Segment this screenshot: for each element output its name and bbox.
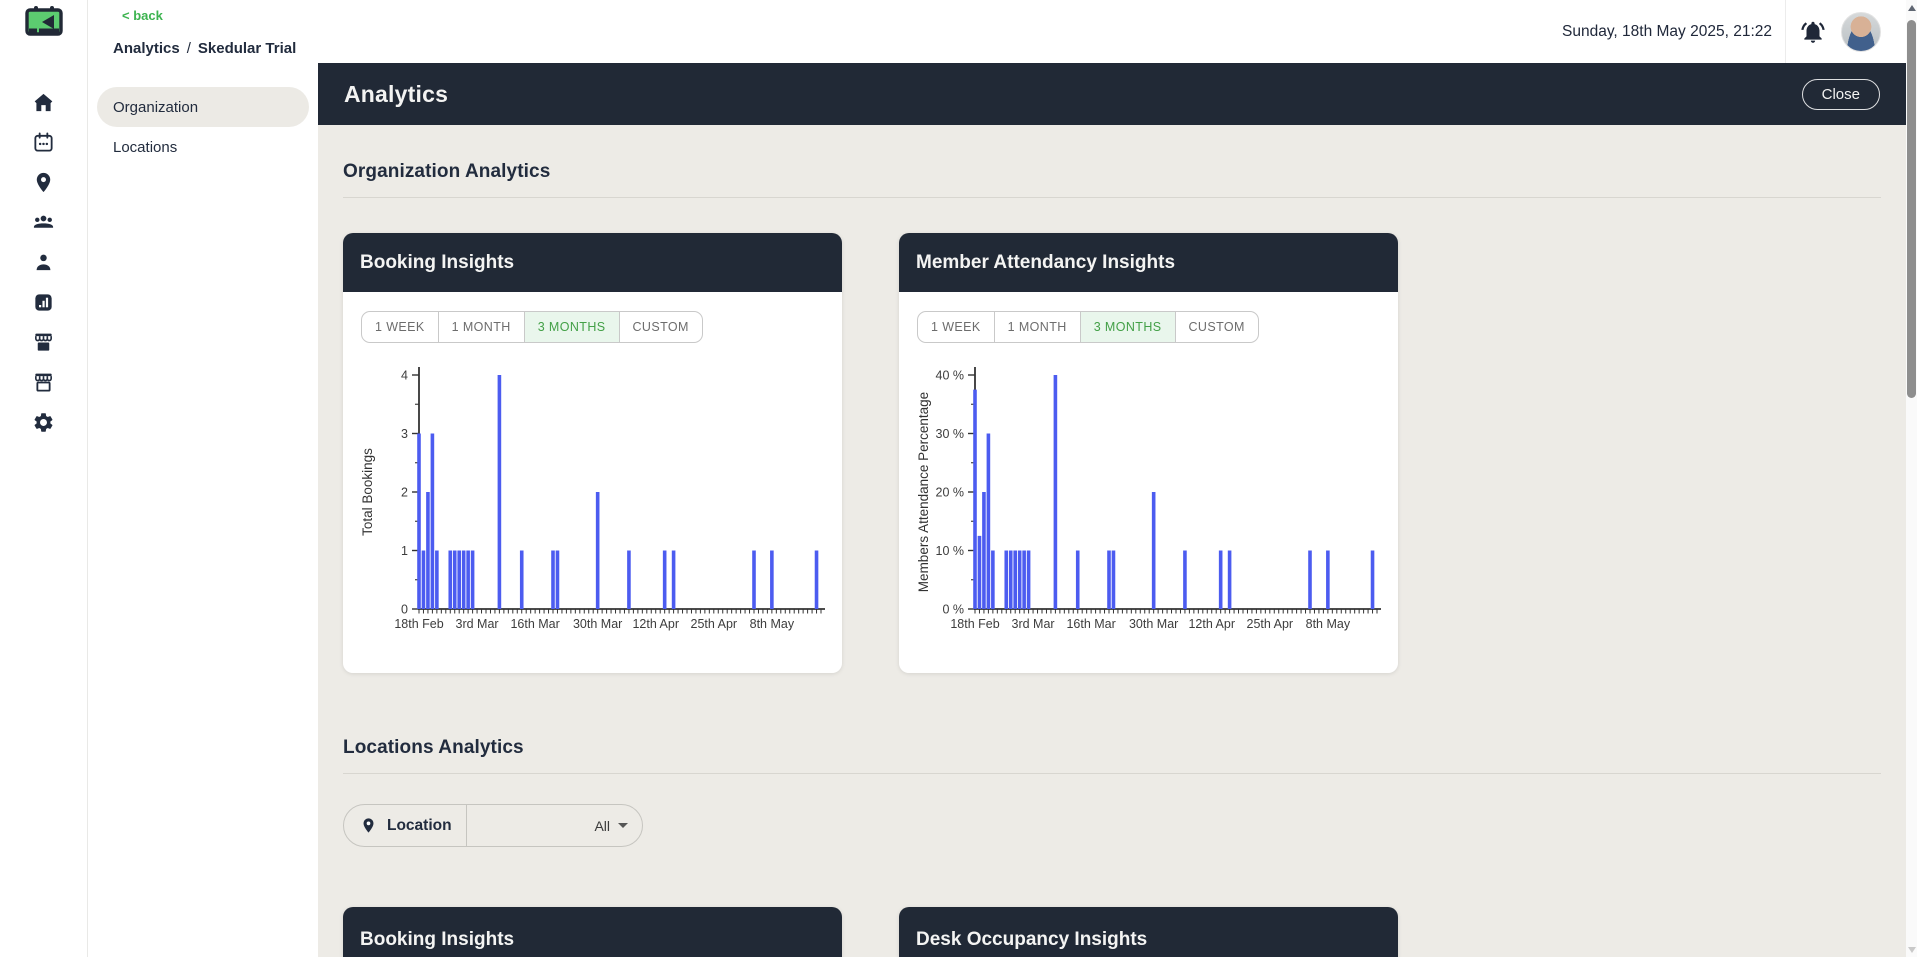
booking-insights-card: Booking Insights 1 WEEK 1 MONTH 3 MONTHS… (343, 233, 842, 673)
tab-1-week[interactable]: 1 WEEK (918, 312, 995, 342)
page-scrollbar (1906, 0, 1917, 957)
app-logo-icon[interactable] (24, 6, 63, 38)
icon-sidebar (0, 0, 88, 957)
svg-text:10 %: 10 % (936, 544, 965, 558)
desk-occupancy-insights-card: Desk Occupancy Insights (899, 907, 1398, 957)
svg-text:8th May: 8th May (1306, 617, 1351, 631)
svg-text:2: 2 (401, 485, 408, 499)
card-header: Desk Occupancy Insights (899, 907, 1398, 957)
svg-text:16th Mar: 16th Mar (510, 617, 559, 631)
storefront-icon[interactable] (24, 362, 64, 402)
breadcrumb-analytics[interactable]: Analytics (113, 40, 180, 57)
notifications-bell-icon[interactable] (1800, 19, 1826, 45)
analytics-nav: Organization Locations (97, 87, 309, 167)
settings-gear-icon[interactable] (24, 402, 64, 442)
location-booking-insights-card: Booking Insights (343, 907, 842, 957)
location-filter-value: All (594, 817, 610, 834)
tab-custom[interactable]: CUSTOM (632, 320, 689, 334)
svg-text:12th Apr: 12th Apr (1188, 617, 1235, 631)
svg-text:18th Feb: 18th Feb (394, 617, 443, 631)
location-pin-icon (360, 817, 377, 834)
panel-header: Analytics Close (318, 63, 1906, 125)
scrollbar-down-arrow-icon[interactable] (1907, 947, 1916, 953)
profile-icon[interactable] (24, 242, 64, 282)
svg-text:25th Apr: 25th Apr (1247, 617, 1294, 631)
card-header: Member Attendancy Insights (899, 233, 1398, 292)
nav-item-organization[interactable]: Organization (97, 87, 309, 127)
location-filter-dropdown[interactable]: Location All (343, 804, 643, 847)
members-icon[interactable] (24, 202, 64, 242)
range-tabbar: 1 WEEK 1 MONTH 3 MONTHS CUSTOM (361, 311, 703, 343)
user-avatar[interactable] (1841, 11, 1881, 52)
svg-text:Members Attendance Percentage: Members Attendance Percentage (916, 392, 931, 592)
card-title: Booking Insights (360, 929, 515, 950)
topbar-divider (1785, 0, 1786, 63)
nav-item-locations[interactable]: Locations (113, 138, 178, 156)
organization-cards-row: Booking Insights 1 WEEK 1 MONTH 3 MONTHS… (343, 233, 1881, 673)
card-title: Booking Insights (360, 251, 515, 273)
svg-text:30th Mar: 30th Mar (573, 617, 622, 631)
analytics-panel: Analytics Close Organization Analytics B… (318, 63, 1906, 957)
chevron-down-icon (618, 823, 628, 828)
tab-3-months[interactable]: 3 MONTHS (1080, 312, 1176, 342)
card-body: 1 WEEK 1 MONTH 3 MONTHS CUSTOM 0 1 2 3 4 18th… (343, 292, 842, 673)
locations-analytics-heading: Locations Analytics (343, 737, 524, 758)
topbar-right: Sunday, 18th May 2025, 21:22 (1562, 0, 1906, 63)
page-title: Analytics (344, 80, 449, 107)
svg-text:8th May: 8th May (750, 617, 795, 631)
tab-1-week[interactable]: 1 WEEK (362, 312, 439, 342)
breadcrumb: Analytics / Skedular Trial (113, 40, 296, 57)
breadcrumb-skedular-trial[interactable]: Skedular Trial (197, 40, 297, 57)
back-link[interactable]: < back (122, 8, 163, 23)
card-body: 1 WEEK 1 MONTH 3 MONTHS CUSTOM 0 % 10 % 20… (899, 292, 1398, 673)
card-title: Member Attendancy Insights (916, 251, 1176, 273)
svg-text:20 %: 20 % (936, 485, 965, 499)
tab-1-month[interactable]: 1 MONTH (439, 312, 525, 342)
booking-insights-chart: 0 1 2 3 4 18th Feb 3rd Mar 16th Mar 30th Mar 12th… (360, 367, 825, 631)
svg-text:3rd Mar: 3rd Mar (456, 617, 499, 631)
member-attendancy-chart: 0 % 10 % 20 % 30 % 40 % 18th Feb 3rd Mar 16th M… (916, 367, 1381, 631)
svg-text:1: 1 (401, 544, 408, 558)
svg-text:4: 4 (401, 368, 408, 382)
card-title: Desk Occupancy Insights (916, 929, 1148, 950)
svg-text:30th Mar: 30th Mar (1129, 617, 1178, 631)
svg-text:0 %: 0 % (942, 602, 964, 616)
scrollbar-up-arrow-icon[interactable] (1907, 5, 1916, 11)
organization-analytics-heading: Organization Analytics (343, 161, 551, 182)
svg-text:30 %: 30 % (936, 427, 965, 441)
analytics-icon[interactable] (24, 282, 64, 322)
svg-text:16th Mar: 16th Mar (1066, 617, 1115, 631)
locations-cards-row: Booking Insights Desk Occupancy Insights (343, 907, 1881, 957)
svg-text:12th Apr: 12th Apr (632, 617, 679, 631)
home-icon[interactable] (24, 82, 64, 122)
secondary-sidebar: < back Analytics / Skedular Trial Organiza… (88, 0, 318, 957)
calendar-icon[interactable] (24, 122, 64, 162)
location-pin-icon[interactable] (24, 162, 64, 202)
current-datetime: Sunday, 18th May 2025, 21:22 (1562, 22, 1772, 40)
svg-text:40 %: 40 % (936, 368, 965, 382)
member-attendancy-card: Member Attendancy Insights 1 WEEK 1 MONT… (899, 233, 1398, 673)
svg-text:18th Feb: 18th Feb (950, 617, 999, 631)
close-button[interactable]: Close (1801, 78, 1880, 110)
tab-3-months[interactable]: 3 MONTHS (524, 312, 620, 342)
location-filter-label: Location (387, 816, 452, 834)
tab-custom[interactable]: CUSTOM (1188, 320, 1245, 334)
card-header: Booking Insights (343, 233, 842, 292)
section-divider (343, 197, 1881, 198)
svg-text:3: 3 (401, 427, 408, 441)
scrollbar-thumb[interactable] (1907, 20, 1916, 398)
panel-content: Organization Analytics Booking Insights … (318, 161, 1906, 957)
card-header: Booking Insights (343, 907, 842, 957)
tab-1-month[interactable]: 1 MONTH (995, 312, 1081, 342)
filter-divider (465, 804, 467, 847)
store-icon[interactable] (24, 322, 64, 362)
svg-text:Total Bookings: Total Bookings (360, 448, 375, 536)
svg-text:3rd Mar: 3rd Mar (1012, 617, 1055, 631)
svg-text:0: 0 (401, 602, 408, 616)
section-divider (343, 773, 1881, 774)
svg-text:25th Apr: 25th Apr (691, 617, 738, 631)
breadcrumb-separator: / (186, 40, 191, 57)
range-tabbar: 1 WEEK 1 MONTH 3 MONTHS CUSTOM (917, 311, 1259, 343)
